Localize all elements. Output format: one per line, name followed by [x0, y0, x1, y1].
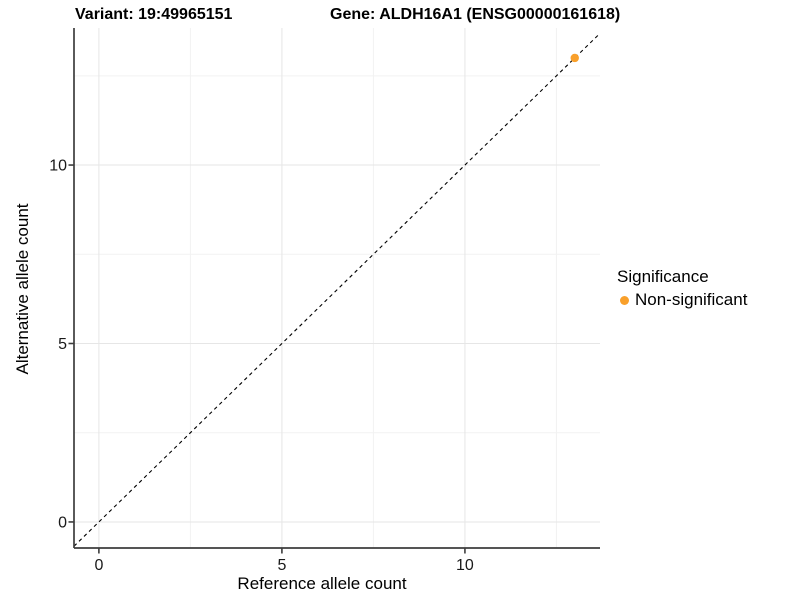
legend-title: Significance — [617, 267, 709, 286]
y-tick-label: 0 — [58, 514, 67, 531]
x-axis-title: Reference allele count — [237, 574, 407, 593]
identity-line — [73, 32, 601, 547]
y-tick-label: 5 — [58, 336, 67, 353]
data-point — [570, 53, 579, 63]
x-tick-label: 5 — [277, 557, 286, 574]
x-tick-label: 0 — [94, 557, 103, 574]
y-axis-title: Alternative allele count — [13, 203, 32, 375]
variant-title: Variant: 19:49965151 — [75, 6, 233, 23]
legend-item: Non-significant — [617, 290, 747, 310]
y-tick-label: 10 — [49, 158, 67, 175]
legend: Significance Non-significant — [617, 267, 747, 310]
legend-item-label: Non-significant — [635, 290, 748, 309]
gene-title: Gene: ALDH16A1 (ENSG00000161618) — [330, 6, 621, 23]
x-tick-label: 10 — [456, 557, 474, 574]
legend-point-icon — [620, 295, 629, 305]
